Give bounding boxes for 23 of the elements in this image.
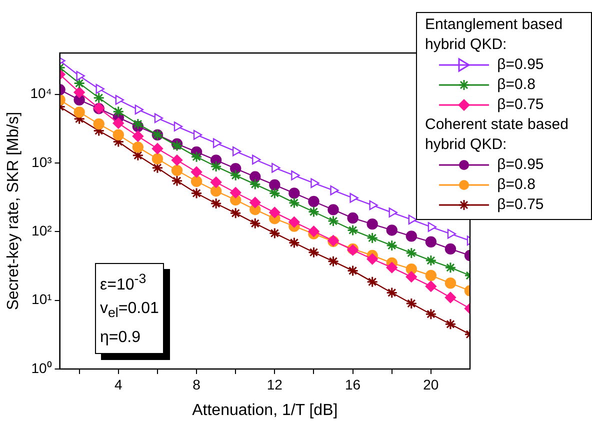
x-tick-label: 16 [345, 376, 361, 392]
x-tick-label: 12 [266, 376, 283, 392]
annotation: Coherent state based hybrid QKD: [425, 115, 570, 156]
y-tick-label: 10⁰ [31, 360, 52, 376]
y-tick-label: 10⁴ [30, 85, 52, 102]
x-tick-label: 8 [192, 376, 201, 392]
legend-label: β=0.95 [497, 56, 544, 73]
y-tick-label: 10¹ [32, 291, 52, 308]
x-tick-label: 4 [114, 376, 122, 392]
legend-label: β=0.75 [497, 96, 544, 114]
x-axis-title: Attenuation, 1/T [dB] [192, 402, 338, 419]
text: Entanglement based hybrid QKD: [425, 15, 564, 55]
annotation: v$_{el}$=0.01 [100, 299, 159, 323]
legend-label: β=0.75 [497, 196, 544, 214]
y-tick-label: 10³ [32, 154, 52, 170]
legend-label: β=0.95 [497, 156, 544, 174]
annotation: η=0.9 [100, 328, 142, 348]
x-tick-label: 20 [423, 376, 439, 392]
legend-label: β=0.8 [497, 176, 536, 194]
y-tick-label: 10² [32, 222, 52, 239]
y-axis-title: Secret-key rate, SKR [Mb/s] [5, 112, 22, 310]
legend-label: β=0.8 [497, 76, 536, 94]
annotation: ε=10$^{-3}$ [100, 270, 148, 296]
